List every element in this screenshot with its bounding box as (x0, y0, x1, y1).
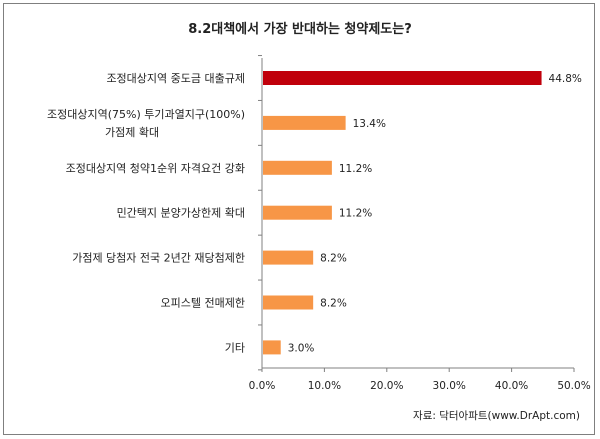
bar-7 (263, 340, 281, 355)
x-tick-label-0: 0.0% (249, 380, 276, 392)
value-label-4: 11.2% (339, 208, 372, 220)
category-label-6: 오피스텔 전매제한 (161, 297, 245, 310)
value-label-2: 13.4% (353, 118, 386, 130)
bars-layer: 44.8% 13.4% 11.2% 11.2% 8.2% 8.2% 3.0% (263, 71, 582, 355)
value-label-3: 11.2% (339, 163, 372, 175)
category-label-2-line-2: 가점제 확대 (105, 126, 159, 139)
bar-4 (263, 205, 332, 220)
source-note: 자료: 닥터아파트(www.DrApt.com) (413, 410, 580, 422)
x-tick-label-1: 10.0% (308, 380, 341, 392)
value-label-7: 3.0% (288, 342, 315, 354)
category-label-5: 가점제 당첨자 전국 2년간 재당첨제한 (72, 252, 245, 265)
category-label-4: 민간택지 분양가상한제 확대 (117, 207, 245, 220)
category-label-3: 조정대상지역 청약1순위 자격요건 강화 (66, 161, 245, 175)
chart-title: 8.2대책에서 가장 반대하는 청약제도는? (188, 21, 412, 37)
bar-5 (263, 250, 314, 265)
x-tick-label-3: 30.0% (433, 380, 466, 392)
bar-6 (263, 295, 314, 310)
bar-1 (263, 71, 542, 85)
x-tick-label-2: 20.0% (370, 380, 403, 392)
x-tick-label-4: 40.0% (495, 380, 528, 392)
bar-3 (263, 160, 332, 175)
value-label-1: 44.8% (549, 73, 582, 85)
value-label-5: 8.2% (320, 253, 347, 265)
x-tick-label-5: 50.0% (557, 380, 590, 392)
value-label-6: 8.2% (320, 298, 347, 310)
bar-2 (263, 115, 346, 130)
x-axis: 0.0% 10.0% 20.0% 30.0% 40.0% 50.0% (249, 55, 591, 392)
category-label-2-line-1: 조정대상지역(75%) 투기과열지구(100%) (47, 108, 245, 121)
category-label-1: 조정대상지역 중도금 대출규제 (106, 72, 245, 85)
category-label-7: 기타 (225, 341, 245, 354)
